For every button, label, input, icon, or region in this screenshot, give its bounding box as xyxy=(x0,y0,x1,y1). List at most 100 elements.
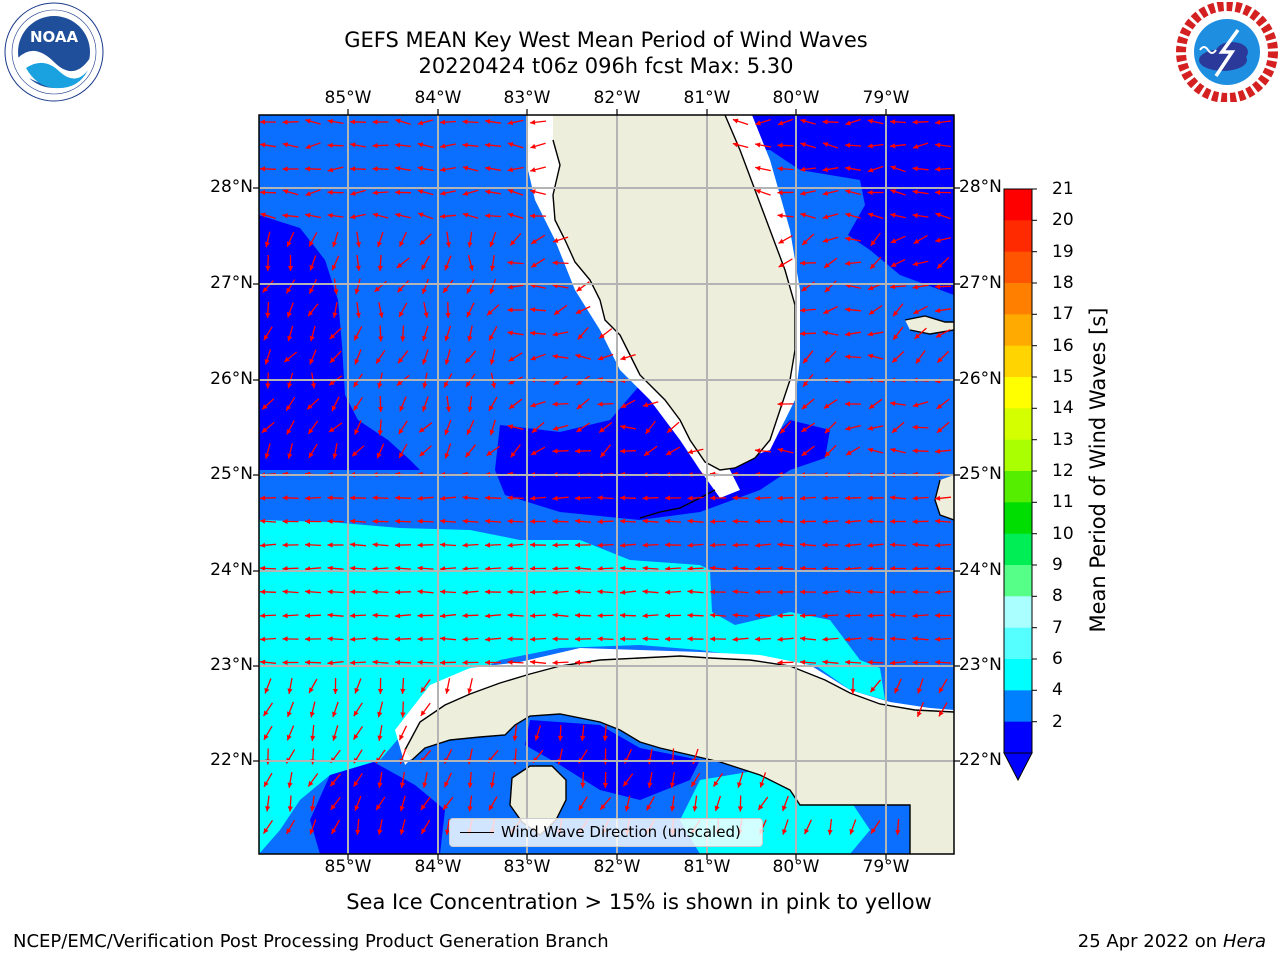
wave-direction-arrow xyxy=(287,302,294,318)
wave-direction-arrow xyxy=(264,349,272,365)
wave-direction-arrow xyxy=(263,725,273,741)
wave-direction-arrow xyxy=(890,212,906,219)
wave-direction-arrow xyxy=(394,542,412,548)
wave-direction-arrow xyxy=(398,420,408,435)
wave-direction-arrow xyxy=(304,518,322,525)
wave-direction-arrow xyxy=(912,142,929,149)
wave-direction-arrow xyxy=(620,353,636,361)
wave-direction-arrow xyxy=(912,166,929,172)
wave-direction-arrow xyxy=(759,772,767,788)
wave-direction-arrow xyxy=(912,589,929,595)
wave-direction-arrow xyxy=(464,444,477,458)
wave-direction-arrow xyxy=(467,255,474,271)
wave-direction-arrow xyxy=(259,659,277,665)
wave-direction-arrow xyxy=(687,518,704,524)
lon-label: 84°W xyxy=(414,88,462,108)
wave-direction-arrow xyxy=(777,166,794,172)
wave-direction-arrow xyxy=(265,301,271,319)
wave-direction-arrow xyxy=(309,349,317,365)
wave-direction-arrow xyxy=(417,659,434,665)
wave-direction-arrow xyxy=(259,189,277,195)
wave-direction-arrow xyxy=(507,589,524,595)
wave-direction-arrow xyxy=(423,302,429,318)
wave-direction-arrow xyxy=(912,636,929,642)
wave-direction-arrow xyxy=(445,396,451,412)
wave-direction-arrow xyxy=(507,119,524,126)
lon-label: 81°W xyxy=(683,857,731,877)
wave-direction-arrow xyxy=(259,166,277,172)
wave-direction-arrow xyxy=(264,678,272,694)
wave-direction-arrow xyxy=(327,660,344,666)
wave-direction-arrow xyxy=(307,420,319,435)
wave-direction-arrow xyxy=(307,303,319,317)
wave-direction-arrow xyxy=(912,448,929,454)
wave-direction-arrow xyxy=(265,795,271,812)
wave-direction-arrow xyxy=(399,795,406,812)
wave-direction-arrow xyxy=(754,636,772,642)
wave-direction-arrow xyxy=(444,349,451,365)
wave-direction-arrow xyxy=(732,118,749,126)
wave-direction-arrow xyxy=(737,795,743,812)
lat-label: 27°N xyxy=(959,273,1002,293)
colorbar-segment xyxy=(1004,565,1032,597)
wave-direction-arrow xyxy=(782,795,789,812)
wave-direction-arrow xyxy=(597,613,614,619)
wave-direction-arrow xyxy=(372,589,389,595)
map-frame xyxy=(258,114,955,855)
wave-direction-arrow xyxy=(777,518,794,524)
wave-direction-arrow xyxy=(777,613,794,619)
wave-direction-arrow xyxy=(642,542,659,548)
wave-direction-arrow xyxy=(916,701,925,718)
wave-direction-arrow xyxy=(892,326,904,341)
wave-direction-arrow xyxy=(530,258,546,268)
wave-direction-arrow xyxy=(598,421,613,434)
wave-direction-arrow xyxy=(709,495,727,501)
wave-direction-arrow xyxy=(263,772,273,788)
wave-direction-arrow xyxy=(445,818,451,836)
wave-direction-arrow xyxy=(417,142,434,149)
wave-direction-arrow xyxy=(895,818,901,836)
wave-direction-arrow xyxy=(507,495,524,501)
wave-direction-arrow xyxy=(466,419,475,436)
wave-direction-arrow xyxy=(867,353,884,360)
wave-direction-arrow xyxy=(889,636,907,642)
wave-direction-arrow xyxy=(822,565,839,572)
wave-direction-arrow xyxy=(259,565,277,571)
wave-direction-arrow xyxy=(867,495,884,501)
wave-direction-arrow xyxy=(800,142,816,149)
wave-direction-arrow xyxy=(310,795,316,812)
wave-direction-arrow xyxy=(844,260,862,266)
wave-direction-arrow xyxy=(439,613,457,619)
wave-direction-arrow xyxy=(462,165,479,172)
wave-direction-arrow xyxy=(507,284,524,290)
wave-direction-arrow xyxy=(327,213,344,219)
wave-direction-arrow xyxy=(844,331,862,337)
wave-direction-arrow xyxy=(439,542,457,548)
wave-direction-arrow xyxy=(669,771,676,789)
wave-direction-arrow xyxy=(507,542,524,548)
sea-ice-note: Sea Ice Concentration > 15% is shown in … xyxy=(346,890,932,914)
colorbar-extend-arrow xyxy=(1003,752,1033,782)
wave-direction-arrow xyxy=(867,143,884,149)
wave-direction-arrow xyxy=(329,327,342,340)
wave-direction-arrow xyxy=(349,542,367,548)
wave-direction-arrow xyxy=(552,566,569,572)
lat-label: 24°N xyxy=(210,560,253,580)
lon-label: 80°W xyxy=(772,88,820,108)
wave-direction-arrow xyxy=(619,495,637,501)
wave-direction-arrow xyxy=(889,119,907,125)
wave-direction-arrow xyxy=(287,771,293,789)
lon-label: 82°W xyxy=(593,88,641,108)
wave-direction-arrow xyxy=(327,565,344,571)
wave-direction-arrow xyxy=(844,236,862,242)
wave-direction-arrow xyxy=(484,189,502,195)
wave-direction-arrow xyxy=(305,118,321,125)
colorbar-segment xyxy=(1004,377,1032,409)
wave-direction-arrow xyxy=(286,420,295,435)
wave-direction-arrow xyxy=(394,659,412,665)
wave-direction-arrow xyxy=(349,613,367,619)
wave-direction-arrow xyxy=(890,189,906,196)
footer-date-text: 25 Apr 2022 on xyxy=(1077,931,1223,952)
wave-direction-arrow xyxy=(328,422,343,433)
